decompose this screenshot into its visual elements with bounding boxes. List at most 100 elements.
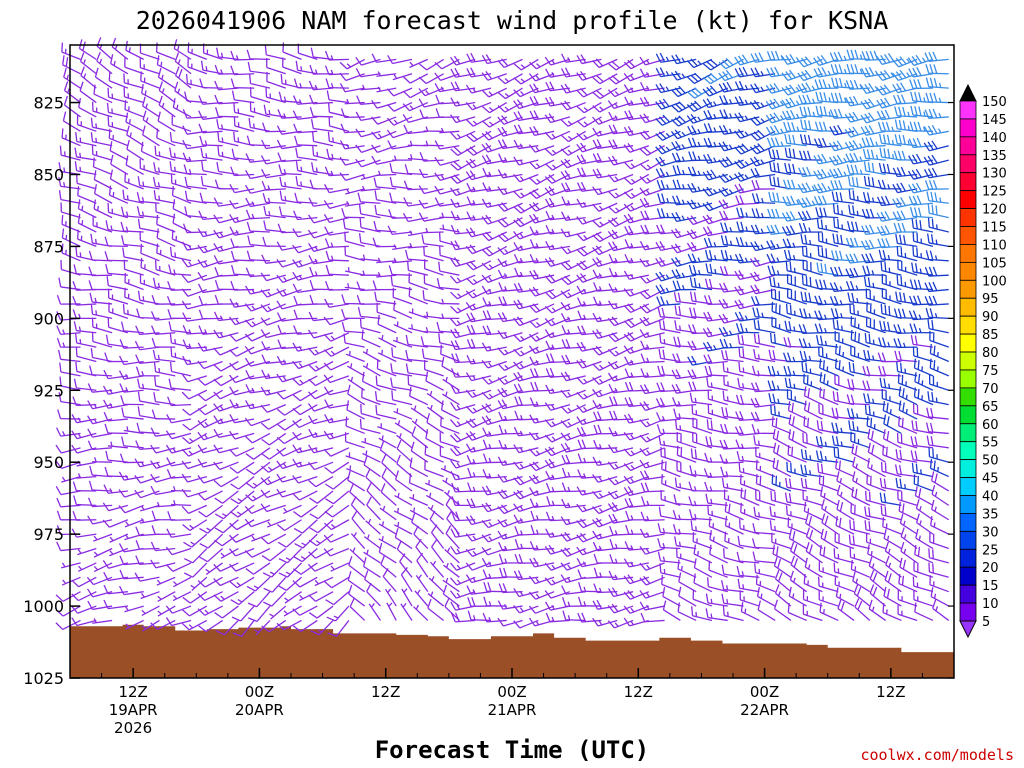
wind-barb [347,470,366,492]
wind-barb-feather [214,527,224,534]
wind-barb [465,418,492,429]
wind-barb-feather [549,367,555,378]
wind-barb-feather [431,524,438,533]
wind-barb [434,58,460,70]
wind-barb [172,591,192,602]
wind-barb-feather [247,61,251,72]
wind-barb [466,498,492,509]
wind-barb-staff [109,150,129,161]
wind-barb [165,562,192,572]
wind-barb-feather [607,89,616,98]
wind-barb-feather [402,76,411,84]
wind-barb-feather [213,563,221,572]
wind-barb-staff [409,466,429,478]
wind-barb-half-feather [598,507,604,513]
wind-barb [181,605,208,617]
wind-barb [498,424,523,435]
wind-barb-feather [324,184,330,193]
wind-barb [197,404,223,416]
wind-barb-staff [365,520,381,535]
wind-barb-staff [283,432,302,445]
wind-barb-staff [376,58,397,63]
wind-barb [513,514,539,524]
wind-barb-staff [269,548,287,562]
wind-barb-feather [72,309,77,319]
wind-barb-feather [71,430,78,440]
wind-barb [325,490,350,505]
wind-barb-feather [450,97,457,107]
wind-barb [426,413,444,434]
wind-barb-feather [308,255,314,265]
wind-barb [545,511,570,522]
wind-barb-feather [503,567,508,578]
wind-barb [350,496,366,521]
wind-barb [245,384,271,394]
wind-barb-feather [120,395,125,405]
wind-barb-feather [230,599,240,606]
wind-barb-feather [282,42,285,53]
wind-barb [292,259,318,268]
wind-barb-staff [218,260,239,265]
wind-barb [181,488,208,498]
wind-barb-half-feather [365,348,369,354]
wind-barb-staff [392,339,413,348]
wind-barb-feather [357,192,362,203]
wind-barb-staff [351,518,366,535]
wind-barb [310,620,334,636]
wind-barb-feather [449,590,457,599]
wind-barb [156,128,176,147]
wind-barb-feather [481,391,490,400]
wind-barb-feather [104,236,109,247]
wind-barb-feather [120,206,125,216]
wind-barb-staff [314,576,334,587]
wind-barb-half-feather [362,254,366,260]
wind-barb-feather [197,580,206,588]
wind-barb [74,333,97,348]
wind-barb-feather [501,232,509,241]
wind-barb-staff [108,326,129,334]
wind-barb [182,325,207,335]
wind-barb [592,329,618,340]
wind-barb-feather [103,584,109,595]
wind-barb-half-feather [157,610,162,615]
wind-barb-staff [156,137,176,147]
wind-barb [59,145,81,161]
wind-barb [396,433,413,449]
wind-barb [560,245,586,255]
wind-barb-feather [166,414,172,424]
wind-barb-half-feather [333,615,339,619]
wind-barb [327,102,350,118]
wind-barb-feather [135,440,141,450]
wind-barb [324,298,349,308]
wind-barb-feather [346,400,350,410]
wind-barb-feather [215,629,225,636]
wind-barb-feather [420,336,425,346]
wind-barb [339,172,365,182]
wind-barb-feather [88,480,93,491]
wind-barb [442,577,460,593]
wind-barb-staff [313,115,334,118]
wind-barb-staff [284,591,302,604]
wind-barb-staff [61,51,81,60]
wind-barb [363,534,381,550]
wind-barb-staff [107,418,128,422]
wind-barb-feather [451,482,456,493]
wind-barb-feather [309,107,314,117]
wind-barb-feather [134,572,141,582]
wind-barb-feather [497,169,504,179]
wind-barb [419,152,444,162]
wind-barb [197,342,223,352]
wind-barb-half-feather [314,447,319,453]
wind-barb [197,259,223,268]
wind-barb-staff [281,215,302,219]
wind-barb-staff [565,490,586,493]
wind-barb [482,325,507,336]
wind-barb-feather [513,477,521,486]
wind-barb [576,142,602,153]
wind-barb-feather [544,434,553,443]
wind-barb-feather [361,329,364,340]
wind-barb [229,386,255,396]
wind-barb-staff [281,245,302,251]
wind-barb-feather [485,247,494,255]
wind-barb-feather [229,563,237,572]
